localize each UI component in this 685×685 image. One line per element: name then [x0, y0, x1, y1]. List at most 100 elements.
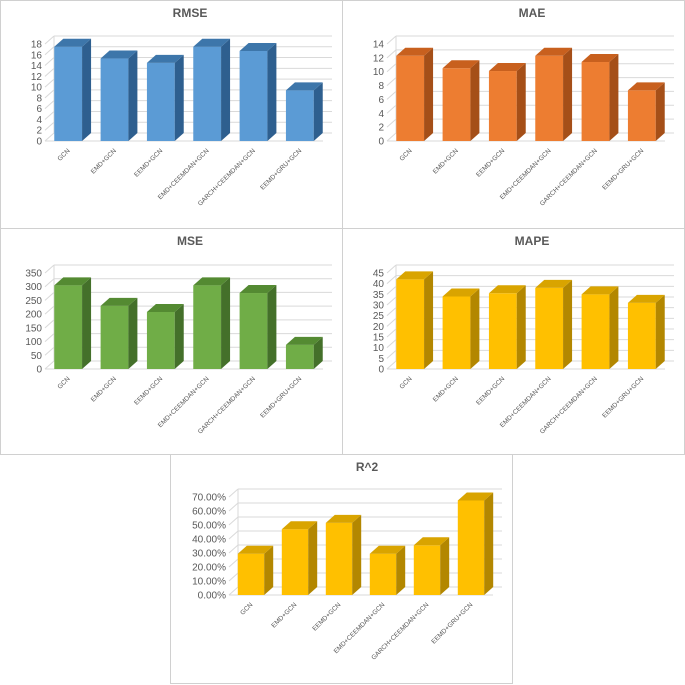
r2-gridline-side	[228, 586, 239, 596]
rmse-gridline-side	[44, 35, 55, 45]
r2-y-tick-label: 60.00%	[192, 507, 226, 518]
mae-y-tick-label: 0	[378, 137, 384, 148]
r2-y-tick-label: 0.00%	[198, 591, 226, 602]
mae-y-tick-label: 12	[373, 53, 385, 64]
mape-y-tick-label: 40	[373, 279, 385, 290]
rmse-gridline-side	[44, 100, 55, 110]
mape-gridline-side	[386, 264, 397, 274]
mape-gridline-side	[386, 307, 397, 317]
mae-gridline-side	[386, 63, 397, 73]
mse-bar	[54, 277, 92, 369]
rmse-category-label: GCN	[56, 147, 71, 162]
rmse-y-tick-label: 16	[31, 50, 43, 61]
mae-y-tick-label: 6	[378, 95, 384, 106]
r2-bar	[237, 545, 274, 595]
r2-gridline-side	[228, 544, 239, 554]
r2-y-tick-label: 10.00%	[192, 577, 226, 588]
mse-y-tick-label: 100	[25, 337, 42, 348]
mae-y-tick-label: 2	[378, 123, 384, 134]
r2-chart: R^2 0.00% 10.00% 20.00% 30.00% 40.00% 50.00% 60…	[192, 460, 502, 662]
mae-chart-title: MAE	[519, 6, 546, 20]
mape-bar	[581, 286, 619, 369]
mae-y-tick-label: 14	[373, 40, 385, 51]
rmse-gridline-side	[44, 57, 55, 66]
rmse-gridline-side	[44, 89, 55, 99]
mape-gridline-side	[386, 275, 397, 285]
rmse-bar	[239, 43, 277, 141]
mse-bar	[146, 303, 184, 369]
mse-y-tick-label: 300	[25, 282, 42, 293]
r2-y-tick-label: 20.00%	[192, 563, 226, 574]
rmse-y-tick-label: 4	[36, 115, 42, 126]
r2-gridline-side	[228, 488, 239, 498]
r2-y-tick-label: 50.00%	[192, 521, 226, 532]
mae-category-label: EMD+CEEMDAN+GCN	[499, 147, 553, 201]
rmse-category-label: EEMD+GRU+GCN	[259, 147, 303, 191]
r2-chart-title: R^2	[356, 460, 379, 474]
rmse-y-tick-label: 2	[36, 126, 42, 137]
mse-gridline-side	[44, 264, 55, 274]
rmse-y-tick-label: 6	[36, 104, 42, 115]
mape-bar	[488, 285, 526, 369]
mse-y-tick-label: 350	[25, 269, 42, 280]
mae-gridline-side	[386, 35, 397, 45]
r2-gridline-side	[228, 516, 239, 526]
rmse-category-label: EMD+CEEMDAN+GCN	[157, 147, 211, 201]
mse-bar	[239, 285, 277, 369]
r2-bar	[369, 545, 406, 595]
mse-y-tick-label: 50	[31, 351, 43, 362]
mae-gridline-side	[386, 91, 397, 100]
r2-category-label: GCN	[239, 601, 254, 616]
mae-chart: MAE 0 2 4 6 8 10 12 14 GCN EMD+GCN EEMD+GCNEMD+CEEM…	[373, 6, 674, 208]
mae-bar	[627, 82, 665, 141]
mse-category-label: EMD+GCN	[90, 375, 118, 403]
mape-category-label: EEMD+GCN	[475, 375, 506, 406]
r2-chart-panel: R^2 0.00% 10.00% 20.00% 30.00% 40.00% 50.00% 60…	[170, 454, 513, 684]
mape-gridline-side	[386, 285, 397, 295]
r2-gridline-side	[228, 530, 239, 540]
r2-gridline-side	[228, 572, 239, 582]
mape-gridline-side	[386, 296, 397, 306]
mae-category-label: EEMD+GRU+GCN	[601, 147, 645, 191]
mse-gridline-side	[44, 305, 55, 315]
rmse-gridline-side	[44, 46, 55, 56]
r2-bar	[457, 492, 494, 595]
mae-category-label: EEMD+GCN	[475, 147, 506, 178]
mse-category-label: EEMD+GCN	[133, 375, 164, 406]
rmse-y-tick-label: 0	[36, 137, 42, 148]
mape-category-label: EMD+GCN	[432, 375, 460, 403]
mape-bar	[442, 288, 480, 369]
mae-chart-panel: MAE 0 2 4 6 8 10 12 14 GCN EMD+GCN EEMD+GCN EMD+CEEM…	[342, 0, 685, 229]
mape-chart-panel: MAPE 0 5 10 15 20 25 30 35 40 45 GCN EMD+GCN EEMD+GCN…	[342, 228, 685, 455]
mse-category-label: EMD+CEEMDAN+GCN	[157, 375, 211, 429]
mape-y-tick-label: 35	[373, 290, 385, 301]
mape-bar	[535, 279, 573, 369]
mse-category-label: GCN	[56, 375, 71, 390]
r2-y-tick-label: 40.00%	[192, 535, 226, 546]
mae-category-label: EMD+GCN	[432, 147, 460, 175]
mape-bar	[396, 271, 434, 369]
mape-y-tick-label: 30	[373, 301, 385, 312]
mse-y-tick-label: 0	[36, 365, 42, 376]
mape-y-tick-label: 5	[378, 354, 384, 365]
mae-bar	[535, 47, 573, 141]
r2-bar	[413, 537, 450, 595]
mse-chart: MSE 0 50 100 150 200 250 300 350 GCN EMD+GCN EEMD+G…	[25, 234, 332, 436]
mse-gridline-side	[44, 278, 55, 288]
r2-gridline-side	[228, 558, 239, 568]
mae-gridline-side	[386, 132, 397, 142]
r2-bar	[325, 514, 362, 595]
rmse-y-tick-label: 12	[31, 72, 43, 83]
mape-y-tick-label: 15	[373, 333, 385, 344]
mape-y-tick-label: 0	[378, 365, 384, 376]
r2-category-label: EEMD+GRU+GCN	[430, 601, 474, 645]
r2-category-label: EEMD+GCN	[311, 601, 342, 632]
rmse-y-tick-label: 10	[31, 83, 43, 94]
mape-y-tick-label: 20	[373, 322, 385, 333]
mse-bar	[100, 297, 138, 369]
mae-bar	[488, 63, 526, 142]
mae-gridline-side	[386, 104, 397, 114]
rmse-category-label: EEMD+GCN	[133, 147, 164, 178]
